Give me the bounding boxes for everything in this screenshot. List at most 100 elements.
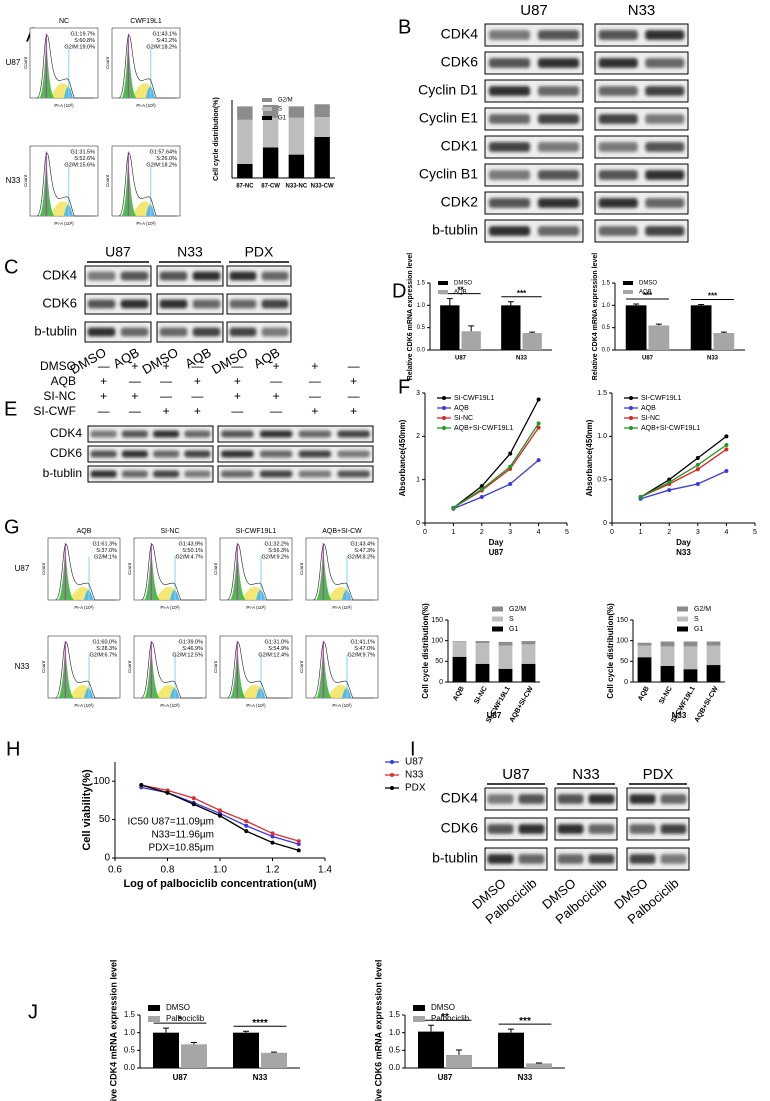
bar-segment — [262, 104, 279, 118]
x-tick-label: AQB+SI-CW — [694, 685, 720, 724]
point — [667, 488, 672, 493]
annotation: PDX=10.85µm — [148, 843, 214, 854]
blot-band — [518, 824, 545, 834]
blot-band — [645, 30, 685, 40]
blot-band — [90, 470, 117, 478]
x-tick-label: 5 — [753, 529, 757, 536]
panel-label: E — [4, 398, 17, 420]
bar-segment — [521, 663, 536, 682]
y-tick-label: 1.5 — [597, 390, 607, 397]
treatment-sign: + — [100, 374, 107, 388]
point — [191, 802, 196, 807]
flow-stat: G1:43.4% — [351, 541, 376, 547]
bar-segment — [314, 104, 330, 118]
legend-label: DMSO — [454, 281, 472, 287]
blot-band — [192, 327, 221, 337]
flow-stat: G1:43.1% — [153, 31, 178, 37]
blot-band — [229, 327, 257, 337]
panel-label: J — [28, 1001, 38, 1023]
legend-label: SI-NC — [641, 415, 660, 422]
legend-label: S — [509, 616, 514, 623]
treatment-sign: + — [350, 404, 357, 418]
y-tick-label: 0.5 — [602, 325, 611, 331]
blot-band — [598, 86, 638, 96]
flow-stat: G2/M:15.6% — [64, 162, 95, 168]
blot-box — [484, 847, 548, 871]
flow-x-label: PI-A (10³) — [136, 103, 156, 108]
blot-band — [298, 470, 332, 478]
bar-segment — [660, 641, 675, 647]
flow-y-label: Count — [41, 562, 46, 575]
flow-x-label: PI-A (10³) — [74, 605, 94, 610]
panel-label: D — [392, 280, 406, 302]
x-tick-label: U87 — [438, 1073, 453, 1082]
treatment-sign: + — [163, 359, 170, 373]
point — [139, 783, 144, 788]
blot-row-label: CDK2 — [441, 194, 479, 210]
bar — [461, 331, 481, 350]
blot-band — [598, 226, 638, 236]
blot-row-label: b-tublin — [43, 466, 82, 480]
g1-peak — [144, 643, 160, 698]
blot-row-label: b-tublin — [432, 222, 478, 238]
y-tick-label: 0 — [439, 679, 443, 686]
significance: ** — [457, 286, 464, 295]
bar-segment — [683, 641, 698, 647]
x-axis-label: Day — [489, 538, 504, 547]
blot-box — [594, 107, 689, 131]
blot-band — [487, 854, 514, 864]
point — [695, 462, 700, 467]
legend-label: SI-NC — [454, 415, 473, 422]
significance: **** — [252, 1018, 268, 1029]
blot-band — [598, 30, 638, 40]
blot-box — [87, 465, 214, 483]
flow-stat: S:56.3% — [268, 548, 289, 554]
point — [270, 840, 275, 845]
fit-curve — [36, 152, 95, 217]
y-tick-label: 1.5 — [417, 281, 426, 287]
flow-stat: G2/M:1% — [94, 554, 117, 560]
x-tick-label: AQB — [637, 685, 651, 702]
treatment-sign: — — [270, 404, 282, 418]
flow-stat: S:37.0% — [96, 548, 117, 554]
blot-band — [598, 58, 638, 68]
series-line — [640, 448, 727, 498]
error-bar — [720, 331, 727, 334]
y-tick-label: 0.5 — [389, 1045, 401, 1054]
point — [695, 456, 700, 460]
significance: * — [178, 1015, 182, 1026]
blot-row-label: CDK6 — [441, 820, 479, 836]
flow-y-label: Count — [213, 660, 218, 673]
bar-segment — [262, 117, 279, 148]
point — [536, 458, 541, 463]
y-axis-label: Cell cycle distribution(%) — [606, 603, 615, 699]
error-bar — [446, 298, 453, 306]
blot-band — [488, 114, 531, 124]
legend-label: Palbociclib — [166, 1014, 205, 1023]
blot-band — [598, 170, 638, 180]
lane-label: DMSO — [139, 345, 180, 377]
point — [296, 839, 301, 844]
x-tick-label: N33 — [518, 1073, 533, 1082]
bar — [440, 305, 460, 350]
legend-swatch — [148, 1016, 160, 1022]
fit-curve — [54, 641, 117, 699]
error-bar — [456, 1049, 462, 1055]
treatment-sign: + — [234, 374, 241, 388]
blot-box — [484, 787, 548, 811]
y-tick-label: 1.0 — [597, 433, 607, 440]
flow-y-label: Count — [213, 562, 218, 575]
blot-band — [261, 271, 289, 281]
flow-title: NC — [59, 18, 69, 25]
blot-box — [484, 163, 584, 187]
y-tick-label: 0.0 — [124, 1063, 136, 1072]
point — [536, 425, 541, 430]
blot-band — [645, 142, 685, 152]
flow-stat: G2/M:18.2% — [146, 44, 177, 50]
legend-swatch — [492, 606, 503, 612]
y-axis-label: Relative CDK4 mRNA expression level — [592, 253, 599, 380]
bar — [648, 325, 670, 350]
treatment-label: SI-NC — [43, 389, 76, 403]
blot-band — [159, 327, 188, 337]
blot-band — [298, 450, 332, 458]
